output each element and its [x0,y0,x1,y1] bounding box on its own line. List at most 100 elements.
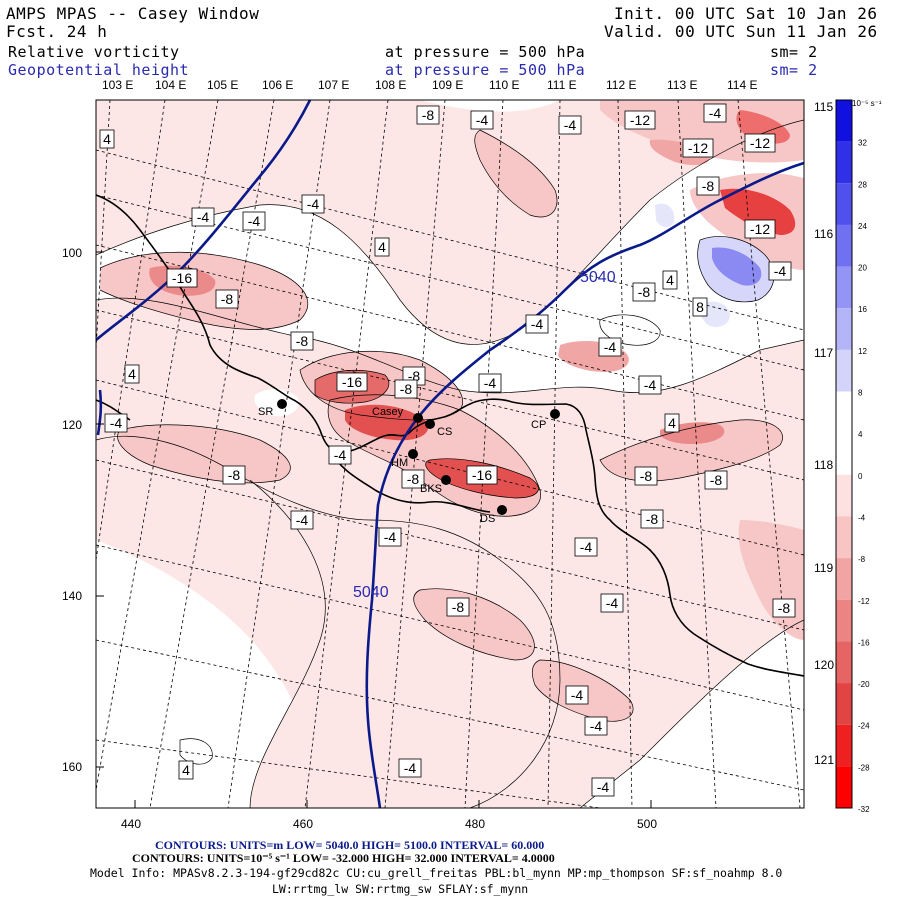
vorticity-label: -4 [110,415,123,431]
lon-label: 112 E [606,78,637,92]
vorticity-label-box [565,685,589,705]
vorticity-label-box [401,469,425,489]
vorticity-label: 4 [666,272,674,288]
vorticity-label: -4 [384,529,397,545]
colorbar-swatch [836,433,852,475]
vorticity-label-box [328,445,352,465]
colorbar-swatch [836,599,852,642]
vorticity-labels: 4 -4 -4 -4 -4 4 -8 -4 -4 -12 -8 -12 -8 -12 -8 -16 -4 -12 -… [99,103,796,797]
colorbar-swatch [836,516,852,559]
model-info-physics: LW:rrtmg_lw SW:rrtmg_sw SFLAY:sf_mynn [272,882,529,896]
top-longitude-labels: 103 E 104 E 105 E 106 E 107 E 108 E 109 … [0,78,900,92]
colorbar-swatch [836,308,852,350]
vorticity-label-box [222,465,246,485]
vorticity-label-box [242,211,266,231]
vorticity-label-box [558,115,582,135]
vorticity-label-box [703,103,727,123]
vorticity-label: -8 [646,511,659,527]
colorbar-level-label: -28 [858,763,870,772]
colorbar-unit: 10⁻⁵ s⁻¹ [852,99,882,108]
vorticity-label-box [470,110,494,130]
station-label: Casey [372,406,404,418]
colorbar-swatch [836,766,852,808]
vorticity-label-box [336,372,368,392]
contour-field-pressure: at pressure = 500 hPa [385,61,586,79]
vorticity-label: 4 [103,131,111,147]
vorticity-label-box [704,470,728,490]
vorticity-label-box [378,527,402,547]
vorticity-label-box [290,331,314,351]
vorticity-label: -4 [580,539,593,555]
colorbar-level-label: -12 [858,597,870,606]
fill-field-name: Relative vorticity [8,43,180,61]
vorticity-label-box [744,219,776,239]
vorticity-label: -8 [778,600,791,616]
vorticity-label-box [600,593,624,613]
vorticity-label: -8 [296,333,309,349]
colorbar-level-label: 12 [858,347,867,356]
x-tick-label: 480 [465,817,485,831]
colorbar-level-label: -8 [858,555,866,564]
vorticity-label-box [662,270,678,290]
station-label: BKS [420,483,442,495]
station-marker [277,399,287,409]
x-tick-label: 440 [121,817,141,831]
vorticity-label: -12 [750,221,770,237]
fill-field-smoothing: sm= 2 [770,43,818,61]
vorticity-label: -4 [334,447,347,463]
contour-field-name: Geopotential height [8,61,190,79]
plot-frame [95,99,805,809]
vorticity-label-box [290,510,314,530]
colorbar-swatch [836,183,852,225]
station-label: DS [480,513,495,525]
model-info: Model Info: MPASv8.2.3-194-gf29cd82c CU:… [90,866,783,880]
vorticity-label: -4 [774,263,787,279]
vorticity-contour-info: CONTOURS: UNITS=10⁻⁵ s⁻¹ LOW= -32.000 HI… [132,851,555,865]
fill-field-pressure: at pressure = 500 hPa [385,43,586,61]
colorbar-swatch [836,724,852,767]
colorbar: 32 28 24 20 16 12 8 4 0 -4 -8 -12 -16 -20 -24 -28 -32 [835,99,870,814]
vorticity-label: -8 [638,284,651,300]
colorbar-swatch [836,558,852,600]
vorticity-label: 4 [378,239,386,255]
vorticity-label-box [772,598,796,618]
y-tick-label: 160 [62,760,82,774]
station-label: CP [531,419,546,431]
forecast-hour: Fcst. 24 h [6,22,108,41]
vorticity-label-box [744,133,776,153]
vorticity-label-box [416,105,440,125]
axes: 100 120 140 160 440 460 480 500 [62,246,657,831]
lon-label: 108 E [375,78,407,92]
y-tick-label: 140 [62,589,82,603]
colorbar-level-label: -24 [858,722,870,731]
vorticity-label: -4 [644,377,657,393]
colorbar-level-label: 32 [858,139,867,148]
vorticity-label: 4 [668,415,676,431]
vorticity-label: -4 [590,718,603,734]
height-contour-label: 5040 [353,584,389,601]
vorticity-label-box [215,289,239,309]
vorticity-label: -4 [476,112,489,128]
vorticity-label-box [374,237,390,257]
vorticity-label-box [99,129,115,149]
vorticity-label-box [664,413,680,433]
lon-label: 113 E [667,78,698,92]
height-contours [96,100,804,808]
vorticity-label-box [398,758,422,778]
contour-field-smoothing: sm= 2 [770,61,818,79]
colorbar-level-label: 4 [858,430,863,439]
vorticity-label-box [696,176,720,196]
vorticity-label: -8 [407,471,420,487]
height-contour-info: CONTOURS: UNITS=m LOW= 5040.0 HIGH= 5100… [155,838,545,852]
station-label: CS [437,426,452,438]
vorticity-label: -4 [604,339,617,355]
vorticity-label: -4 [197,209,210,225]
vorticity-label-box [104,413,128,433]
lon-label: 103 E [102,78,134,92]
vorticity-label-box [640,509,664,529]
vorticity-label: -16 [172,270,192,286]
valid-time: Valid. 00 UTC Sun 11 Jan 26 [604,22,878,41]
x-tick-label: 460 [293,817,313,831]
colorbar-level-label: -20 [858,680,870,689]
vorticity-label-box [166,268,198,288]
